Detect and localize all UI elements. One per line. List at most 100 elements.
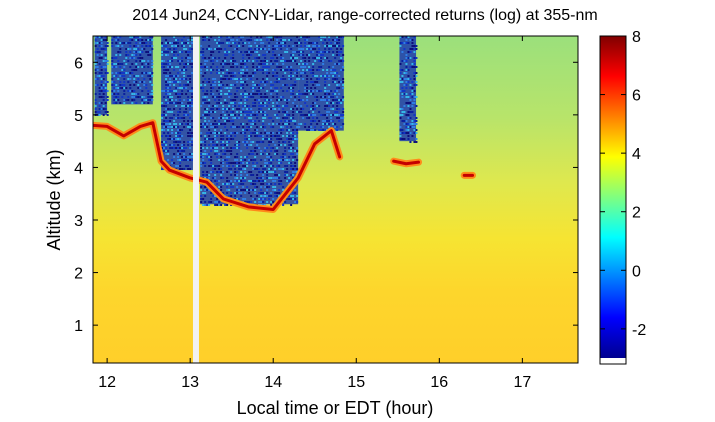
noise-pixel	[226, 150, 229, 152]
noise-pixel	[407, 102, 410, 104]
noise-pixel	[342, 108, 345, 110]
noise-pixel	[220, 96, 223, 98]
noise-pixel	[226, 183, 229, 185]
noise-pixel	[165, 54, 168, 56]
noise-pixel	[177, 126, 180, 128]
noise-pixel	[149, 78, 152, 80]
noise-pixel	[226, 135, 229, 137]
noise-pixel	[224, 126, 227, 128]
noise-pixel	[230, 87, 233, 89]
noise-pixel	[143, 81, 146, 83]
noise-pixel	[212, 57, 215, 59]
noise-pixel	[220, 117, 223, 119]
noise-pixel	[204, 36, 207, 38]
noise-pixel	[286, 168, 289, 170]
noise-pixel	[326, 42, 329, 44]
noise-pixel	[268, 48, 271, 50]
noise-pixel	[240, 51, 243, 53]
noise-pixel	[282, 42, 285, 44]
noise-pixel	[308, 129, 311, 131]
noise-pixel	[314, 96, 317, 98]
noise-pixel	[163, 90, 166, 92]
noise-pixel	[308, 117, 311, 119]
noise-pixel	[169, 93, 172, 95]
noise-pixel	[129, 90, 132, 92]
noise-pixel	[274, 69, 277, 71]
noise-pixel	[280, 78, 283, 80]
noise-pixel	[208, 138, 211, 140]
noise-pixel	[286, 132, 289, 134]
noise-pixel	[292, 174, 295, 176]
noise-pixel	[312, 117, 315, 119]
noise-pixel	[312, 48, 315, 50]
noise-pixel	[131, 102, 134, 104]
noise-pixel	[296, 138, 299, 140]
noise-pixel	[165, 84, 168, 86]
noise-pixel	[244, 189, 247, 191]
noise-pixel	[284, 45, 287, 47]
noise-pixel	[338, 60, 341, 62]
noise-pixel	[141, 42, 144, 44]
noise-pixel	[165, 141, 168, 143]
noise-pixel	[191, 153, 194, 155]
noise-pixel	[268, 159, 271, 161]
noise-pixel	[292, 165, 295, 167]
noise-pixel	[200, 87, 203, 89]
noise-pixel	[258, 90, 261, 92]
noise-pixel	[288, 195, 291, 197]
noise-pixel	[189, 57, 192, 59]
noise-pixel	[244, 90, 247, 92]
noise-pixel	[258, 198, 261, 200]
noise-pixel	[167, 129, 170, 131]
noise-pixel	[292, 153, 295, 155]
noise-pixel	[244, 132, 247, 134]
noise-pixel	[234, 174, 237, 176]
noise-pixel	[238, 72, 241, 74]
noise-pixel	[256, 57, 259, 59]
noise-pixel	[252, 84, 255, 86]
noise-pixel	[413, 102, 416, 104]
noise-pixel	[220, 189, 223, 191]
noise-pixel	[304, 126, 307, 128]
noise-pixel	[296, 105, 299, 107]
noise-pixel	[131, 69, 134, 71]
noise-pixel	[202, 114, 205, 116]
noise-pixel	[232, 42, 235, 44]
noise-pixel	[312, 57, 315, 59]
noise-pixel	[292, 120, 295, 122]
noise-pixel	[407, 75, 410, 77]
noise-pixel	[270, 165, 273, 167]
noise-pixel	[296, 36, 299, 38]
noise-pixel	[302, 72, 305, 74]
noise-pixel	[143, 84, 146, 86]
noise-pixel	[104, 87, 107, 89]
noise-pixel	[224, 204, 227, 206]
noise-pixel	[256, 78, 259, 80]
noise-pixel	[183, 42, 186, 44]
noise-pixel	[340, 126, 343, 128]
noise-pixel	[292, 198, 295, 200]
noise-pixel	[133, 69, 136, 71]
noise-pixel	[117, 78, 120, 80]
noise-pixel	[111, 72, 114, 74]
noise-pixel	[137, 57, 140, 59]
noise-pixel	[149, 72, 152, 74]
noise-pixel	[121, 42, 124, 44]
noise-pixel	[411, 120, 414, 122]
noise-pixel	[169, 66, 172, 68]
noise-pixel	[415, 96, 418, 98]
noise-pixel	[290, 84, 293, 86]
noise-pixel	[224, 78, 227, 80]
noise-pixel	[336, 90, 339, 92]
noise-pixel	[189, 141, 192, 143]
noise-pixel	[119, 54, 122, 56]
noise-pixel	[230, 132, 233, 134]
noise-pixel	[330, 48, 333, 50]
noise-pixel	[129, 66, 132, 68]
noise-pixel	[310, 87, 313, 89]
noise-pixel	[187, 54, 190, 56]
noise-pixel	[228, 189, 231, 191]
noise-pixel	[276, 66, 279, 68]
noise-pixel	[177, 141, 180, 143]
noise-pixel	[328, 96, 331, 98]
